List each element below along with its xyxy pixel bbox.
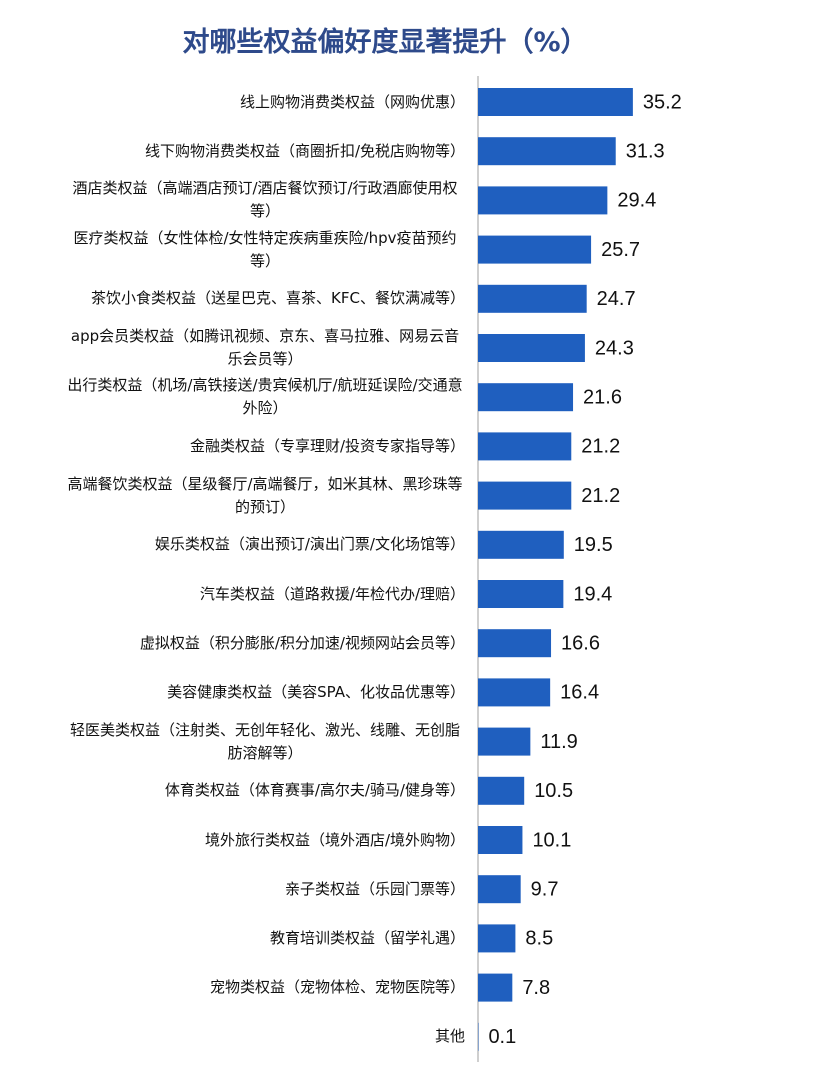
category-text: 金融类权益（专享理财/投资专家指导等） (189, 436, 465, 455)
bar (478, 334, 585, 362)
chart-title: 对哪些权益偏好度显著提升（%） (182, 27, 588, 58)
category-text: 医疗类权益（女性体检/女性特定疾病重疾险/hpv疫苗预约等） (73, 228, 457, 270)
category-text: 轻医美类权益（注射类、无创年轻化、激光、线雕、无创脂肪溶解等） (69, 720, 460, 762)
category-label: 体育类权益（体育赛事/高尔夫/骑马/健身等） (40, 779, 465, 802)
category-label: app会员类权益（如腾讯视频、京东、喜马拉雅、网易云音乐会员等） (40, 325, 465, 371)
bar (478, 973, 513, 1002)
value-label: 21.2 (581, 436, 620, 458)
category-text: 出行类权益（机场/高铁接送/贵宾候机厅/航班延误险/交通意外险） (67, 376, 463, 418)
bar (478, 530, 564, 559)
category-label: 宠物类权益（宠物体检、宠物医院等） (40, 976, 465, 999)
category-text: 其他 (434, 1027, 465, 1046)
bar (478, 678, 551, 707)
category-text: 虚拟权益（积分膨胀/积分加速/视频网站会员等） (139, 633, 465, 652)
value-label: 7.8 (522, 977, 550, 999)
value-label: 21.2 (581, 485, 620, 507)
value-label: 25.7 (601, 239, 640, 261)
bar (478, 924, 516, 953)
category-label: 医疗类权益（女性体检/女性特定疾病重疾险/hpv疫苗预约等） (40, 227, 465, 273)
bar (478, 580, 564, 608)
value-label: 8.5 (525, 928, 553, 950)
value-label: 16.4 (560, 682, 599, 704)
value-label: 10.5 (534, 780, 573, 802)
category-label: 金融类权益（专享理财/投资专家指导等） (40, 435, 465, 458)
category-text: 亲子类权益（乐园门票等） (284, 879, 465, 898)
bar (478, 875, 521, 904)
category-text: 教育培训类权益（留学礼遇） (269, 928, 465, 947)
value-label: 19.4 (573, 583, 612, 605)
category-text: 酒店类权益（高端酒店预订/酒店餐饮预订/行政酒廊使用权等） (72, 179, 458, 221)
category-text: 宠物类权益（宠物体检、宠物医院等） (209, 978, 465, 997)
value-label: 24.7 (597, 288, 636, 310)
category-label: 轻医美类权益（注射类、无创年轻化、激光、线雕、无创脂肪溶解等） (40, 719, 465, 765)
value-label: 9.7 (531, 878, 559, 900)
bar (478, 137, 616, 166)
bar (478, 776, 525, 805)
value-label: 16.6 (561, 632, 600, 654)
category-label: 美容健康类权益（美容SPA、化妆品优惠等） (40, 681, 465, 704)
category-text: 高端餐饮类权益（星级餐厅/高端餐厅，如米其林、黑珍珠等的预订） (67, 474, 463, 516)
value-label: 21.6 (583, 386, 622, 408)
value-label: 35.2 (643, 91, 682, 113)
category-label: 酒店类权益（高端酒店预订/酒店餐饮预订/行政酒廊使用权等） (40, 177, 465, 223)
category-label: 线下购物消费类权益（商圈折扣/免税店购物等） (40, 140, 465, 163)
value-label: 29.4 (617, 190, 656, 212)
bar (478, 826, 523, 854)
category-label: 茶饮小食类权益（送星巴克、喜茶、KFC、餐饮满减等） (40, 287, 465, 310)
category-text: 茶饮小食类权益（送星巴克、喜茶、KFC、餐饮满减等） (91, 289, 465, 308)
bar (478, 481, 572, 510)
category-label: 汽车类权益（道路救援/年检代办/理赔） (40, 583, 465, 606)
bar (478, 629, 552, 658)
category-text: 娱乐类权益（演出预订/演出门票/文化场馆等） (154, 535, 465, 554)
bar (478, 727, 531, 756)
value-label: 0.1 (488, 1026, 516, 1048)
value-label: 31.3 (626, 140, 665, 162)
bar (478, 284, 587, 313)
bar (478, 432, 572, 461)
value-label: 19.5 (574, 534, 613, 556)
value-label: 11.9 (540, 731, 577, 753)
category-text: app会员类权益（如腾讯视频、京东、喜马拉雅、网易云音乐会员等） (70, 327, 460, 368)
category-text: 汽车类权益（道路救援/年检代办/理赔） (199, 584, 465, 603)
category-text: 线下购物消费类权益（商圈折扣/免税店购物等） (144, 141, 465, 160)
category-label: 娱乐类权益（演出预订/演出门票/文化场馆等） (40, 533, 465, 556)
category-label: 高端餐饮类权益（星级餐厅/高端餐厅，如米其林、黑珍珠等的预订） (40, 473, 465, 519)
category-label: 虚拟权益（积分膨胀/积分加速/视频网站会员等） (40, 632, 465, 655)
category-label: 线上购物消费类权益（网购优惠） (40, 91, 465, 114)
value-label: 10.1 (532, 829, 571, 851)
bar (478, 186, 608, 215)
category-label: 教育培训类权益（留学礼遇） (40, 927, 465, 950)
category-text: 体育类权益（体育赛事/高尔夫/骑马/健身等） (164, 781, 465, 800)
category-text: 美容健康类权益（美容SPA、化妆品优惠等） (167, 682, 465, 701)
category-label: 亲子类权益（乐园门票等） (40, 878, 465, 901)
category-text: 线上购物消费类权益（网购优惠） (239, 92, 465, 111)
category-label: 其他 (40, 1025, 465, 1048)
category-label: 出行类权益（机场/高铁接送/贵宾候机厅/航班延误险/交通意外险） (40, 374, 465, 420)
category-label: 境外旅行类权益（境外酒店/境外购物） (40, 829, 465, 852)
bar (478, 88, 633, 116)
bar (478, 235, 592, 264)
bar (478, 383, 574, 412)
value-label: 24.3 (595, 337, 634, 359)
category-text: 境外旅行类权益（境外酒店/境外购物） (204, 830, 465, 849)
